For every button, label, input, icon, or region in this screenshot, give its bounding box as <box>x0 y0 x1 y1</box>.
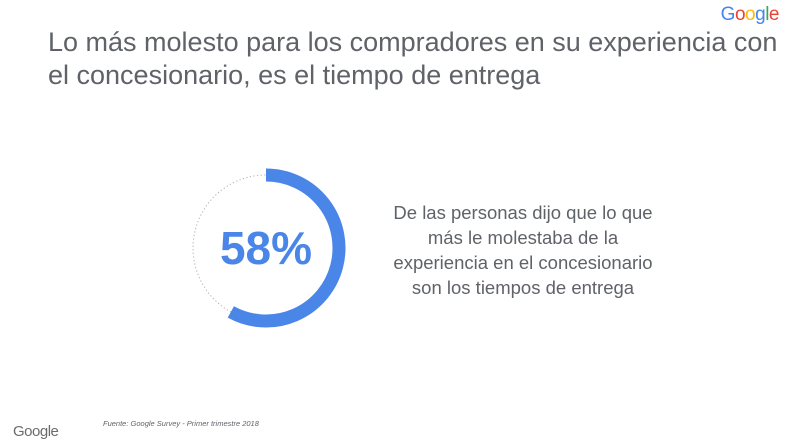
donut-value-arc <box>227 168 346 328</box>
google-footer-logo: Google <box>13 423 59 440</box>
page-title: Lo más molesto para los compradores en s… <box>48 27 778 90</box>
donut-value-label: 58% <box>219 222 313 274</box>
donut-chart <box>192 168 346 328</box>
source-note: Fuente: Google Survey - Primer trimestre… <box>103 419 259 428</box>
google-logo: Google <box>720 4 780 25</box>
stat-description: De las personas dijo que lo que más le m… <box>393 202 653 298</box>
